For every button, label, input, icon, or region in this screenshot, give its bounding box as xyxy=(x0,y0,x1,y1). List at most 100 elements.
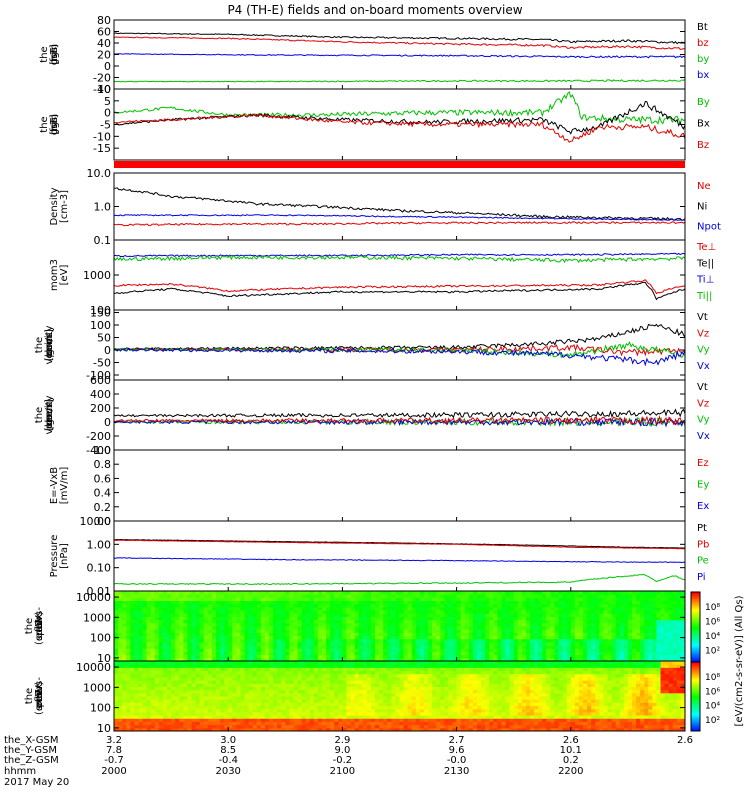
spectrogram-cell xyxy=(419,696,425,700)
spectrogram-cell xyxy=(530,613,535,617)
spectrogram-cell xyxy=(513,632,519,637)
spectrogram-cell xyxy=(578,591,584,595)
spectrogram-cell xyxy=(199,619,205,624)
spectrogram-cell xyxy=(680,638,686,643)
spectrogram-cell xyxy=(134,692,139,697)
spectrogram-cell xyxy=(330,626,335,630)
spectrogram-cell xyxy=(126,715,131,719)
spectrogram-cell xyxy=(366,711,372,716)
spectrogram-cell xyxy=(407,616,413,621)
spectrogram-cell xyxy=(256,613,262,617)
spectrogram-cell xyxy=(256,651,262,656)
spectrogram-cell xyxy=(187,676,192,681)
spectrogram-cell xyxy=(264,600,270,605)
spectrogram-cell xyxy=(264,619,270,624)
spectrogram-cell xyxy=(211,645,217,649)
spectrogram-cell xyxy=(199,673,205,678)
spectrogram-cell xyxy=(395,661,400,665)
spectrogram-cell xyxy=(407,680,413,684)
spectrogram-cell xyxy=(268,670,274,675)
spectrogram-cell xyxy=(456,626,462,630)
spectrogram-cell xyxy=(619,622,625,627)
spectrogram-cell xyxy=(273,597,278,602)
spectrogram-cell xyxy=(513,651,519,656)
spectrogram-cell xyxy=(268,661,274,665)
spectrogram-cell xyxy=(277,692,282,697)
spectrogram-cell xyxy=(150,619,156,624)
spectrogram-cell xyxy=(273,721,278,726)
spectrogram-cell xyxy=(322,696,327,700)
spectrogram-cell xyxy=(268,616,274,621)
spectrogram-cell xyxy=(305,689,311,694)
spectrogram-cell xyxy=(199,705,205,710)
spectrogram-cell xyxy=(285,664,290,668)
spectrogram-cell xyxy=(240,661,246,665)
spectrogram-cell xyxy=(211,638,217,643)
y-tick-label: 0.4 xyxy=(94,487,112,500)
spectrogram-cell xyxy=(317,641,323,646)
spectrogram-cell xyxy=(391,676,396,681)
spectrogram-cell xyxy=(338,702,343,707)
spectrogram-cell xyxy=(476,594,482,598)
y-axis-label-line: [km/s] xyxy=(44,329,55,361)
spectrogram-cell xyxy=(583,657,588,662)
spectrogram-cell xyxy=(322,667,327,672)
spectrogram-cell xyxy=(268,702,274,707)
spectrogram-cell xyxy=(228,683,233,687)
spectrogram-cell xyxy=(472,654,478,659)
spectrogram-cell xyxy=(370,619,376,624)
spectrogram-cell xyxy=(162,680,168,684)
spectrogram-cell xyxy=(619,606,625,611)
spectrogram-cell xyxy=(403,641,409,646)
spectrogram-cell xyxy=(485,629,490,633)
spectrogram-cell xyxy=(191,622,197,627)
spectrogram-cell xyxy=(354,708,360,713)
spectrogram-cell xyxy=(281,616,286,621)
spectrogram-cell xyxy=(199,645,205,649)
spectrogram-cell xyxy=(309,635,315,640)
spectrogram-cell xyxy=(118,673,123,678)
spectrogram-cell xyxy=(248,689,254,694)
spectrogram-cell xyxy=(289,626,294,630)
spectrogram-cell xyxy=(350,718,356,722)
spectrogram-cell xyxy=(680,610,686,614)
spectrogram-cell xyxy=(114,641,119,646)
spectrogram-cell xyxy=(403,699,409,703)
spectrogram-cell xyxy=(350,689,356,694)
spectrogram-cell xyxy=(191,664,197,668)
spectrogram-cell xyxy=(656,657,662,662)
spectrogram-cell xyxy=(346,616,352,621)
figure-title: P4 (TH-E) fields and on-board moments ov… xyxy=(227,3,522,17)
spectrogram-cell xyxy=(587,648,592,652)
spectrogram-cell xyxy=(297,689,303,694)
spectrogram-cell xyxy=(599,632,604,637)
spectrogram-cell xyxy=(317,680,323,684)
spectrogram-cell xyxy=(464,603,470,608)
spectrogram-cell xyxy=(383,705,388,710)
spectrogram-cell xyxy=(611,651,617,656)
spectrogram-cell xyxy=(268,603,274,608)
spectrogram-cell xyxy=(395,638,400,643)
spectrogram-cell xyxy=(530,648,535,652)
spectrogram-cell xyxy=(305,641,311,646)
spectrogram-cell xyxy=(215,610,221,614)
spectrogram-cell xyxy=(134,699,139,703)
spectrogram-cell xyxy=(587,597,592,602)
spectrogram-cell xyxy=(154,591,160,595)
spectrogram-cell xyxy=(313,724,319,729)
spectrogram-cell xyxy=(122,711,127,716)
spectrogram-cell xyxy=(521,626,527,630)
y-tick-label: -100 xyxy=(86,369,111,382)
spectrogram-cell xyxy=(293,689,299,694)
spectrogram-cell xyxy=(167,641,172,646)
spectrogram-cell xyxy=(224,626,229,630)
spectrogram-cell xyxy=(248,724,254,729)
legend-entry: Ti|| xyxy=(696,291,712,302)
spectrogram-cell xyxy=(162,635,168,640)
spectrogram-cell xyxy=(350,711,356,716)
spectrogram-cell xyxy=(513,606,519,611)
spectrogram-cell xyxy=(370,651,376,656)
spectrogram-cell xyxy=(248,594,254,598)
spectrogram-cell xyxy=(623,629,629,633)
spectrogram-cell xyxy=(676,626,682,630)
